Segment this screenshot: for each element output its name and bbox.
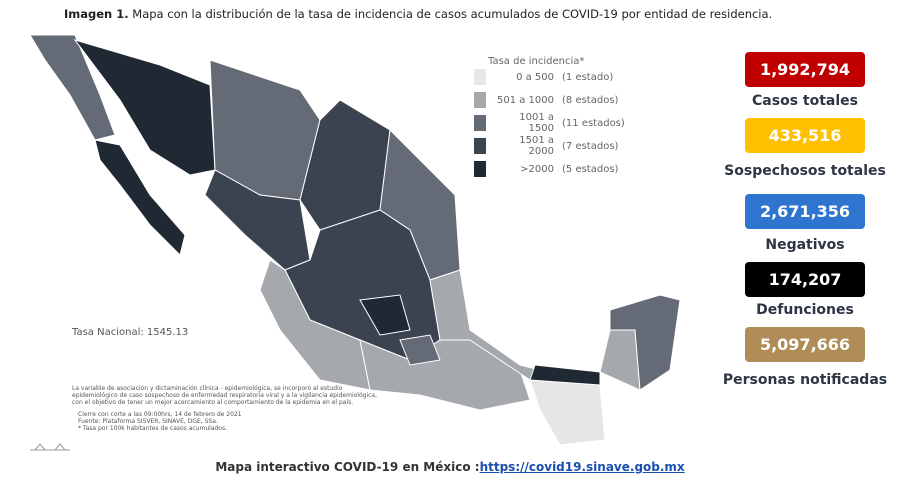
- state: [94, 139, 186, 256]
- state: [599, 329, 641, 391]
- legend-swatch: [474, 92, 486, 108]
- stat-label: Defunciones: [756, 302, 854, 318]
- source-line: Cierre con corte a las 09:00hrs, 14 de f…: [78, 411, 242, 418]
- legend-swatch: [474, 161, 486, 177]
- notes: La variable de asociación y dictaminació…: [72, 385, 377, 432]
- stat-label: Negativos: [765, 237, 845, 253]
- scale-icon: [30, 443, 70, 451]
- legend-row: 1001 a 1500 (11 estados): [474, 112, 625, 134]
- footer-link[interactable]: https://covid19.sinave.gob.mx: [479, 460, 685, 474]
- legend-row: >2000 (5 estados): [474, 159, 625, 179]
- stat-value: 174,207: [745, 262, 865, 297]
- footer-text: Mapa interactivo COVID-19 en México :: [215, 460, 480, 474]
- note-line: epidemiológico de caso sospechoso de enf…: [72, 392, 378, 399]
- legend-count: (11 estados): [562, 117, 625, 129]
- header: Imagen 1. Mapa con la distribución de la…: [64, 7, 772, 21]
- legend-title: Tasa de incidencia*: [488, 56, 585, 67]
- national-rate: Tasa Nacional: 1545.13: [72, 327, 189, 338]
- stat-value: 1,992,794: [745, 52, 865, 87]
- legend-count: (8 estados): [562, 94, 619, 106]
- legend-row: 501 a 1000 (8 estados): [474, 90, 625, 110]
- legend-range: >2000: [520, 163, 554, 175]
- state: [399, 334, 441, 366]
- legend-count: (7 estados): [562, 140, 619, 152]
- source-line: * Tasa por 100k habitantes de casos acum…: [78, 425, 228, 432]
- legend-count: (1 estado): [562, 71, 614, 83]
- state: [529, 364, 601, 386]
- legend-range: 0 a 500: [516, 71, 554, 83]
- header-label: Imagen 1.: [64, 7, 129, 21]
- stat-label: Sospechosos totales: [724, 163, 886, 179]
- stat-value: 5,097,666: [745, 327, 865, 362]
- footer: Mapa interactivo COVID-19 en México :htt…: [0, 460, 900, 474]
- legend-range: 1501 a 2000: [519, 135, 554, 157]
- stat-label: Personas notificadas: [722, 372, 888, 388]
- state: [359, 294, 411, 336]
- legend-row: 0 a 500 (1 estado): [474, 67, 625, 87]
- note-line: con el objetivo de tener un mejor acerca…: [72, 399, 354, 406]
- legend-range: 1001 a 1500: [519, 112, 554, 134]
- stat-label: Casos totales: [752, 93, 858, 109]
- legend-swatch: [474, 138, 486, 154]
- source-line: Fuente: Plataforma SISVER, SINAVE, DGE, …: [78, 418, 218, 425]
- legend-range: 501 a 1000: [496, 94, 554, 106]
- header-title: Mapa con la distribución de la tasa de i…: [132, 7, 773, 21]
- note-line: La variable de asociación y dictaminació…: [72, 385, 343, 392]
- stat-value: 2,671,356: [745, 194, 865, 229]
- legend-row: 1501 a 2000 (7 estados): [474, 135, 625, 157]
- legend-swatch: [474, 115, 486, 131]
- state: [609, 294, 681, 391]
- legend-swatch: [474, 69, 486, 85]
- map: [29, 34, 681, 451]
- stat-value: 433,516: [745, 118, 865, 153]
- state: [529, 379, 606, 446]
- state: [73, 39, 216, 176]
- legend: Tasa de incidencia* 0 a 500 (1 estado) 501…: [474, 56, 625, 179]
- legend-count: (5 estados): [562, 163, 619, 175]
